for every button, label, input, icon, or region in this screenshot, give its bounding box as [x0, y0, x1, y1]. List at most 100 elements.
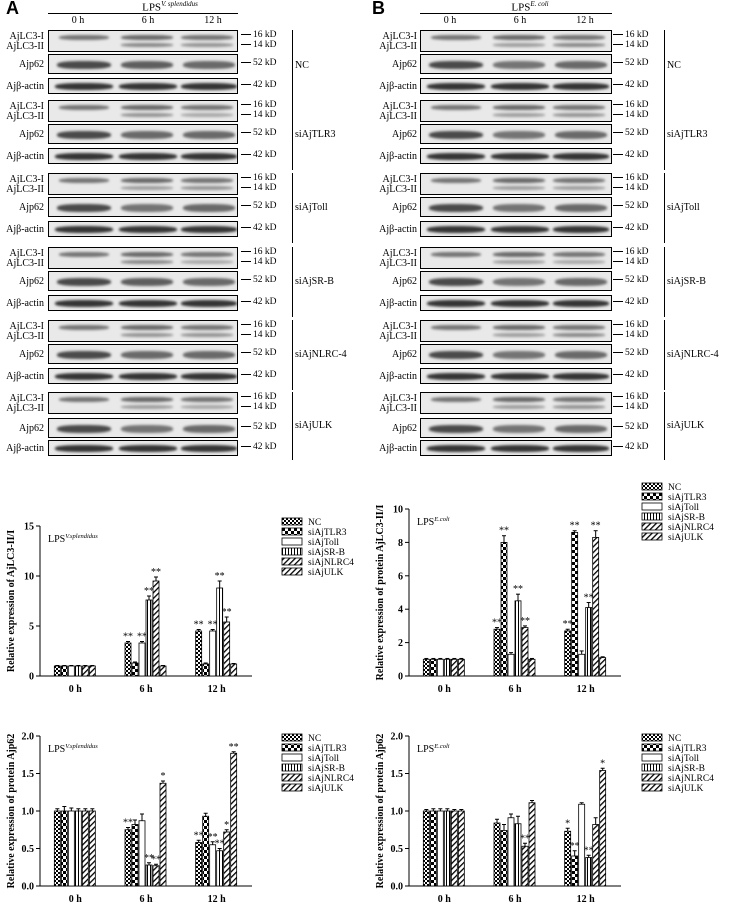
x-tick-label: 0 h: [69, 894, 83, 905]
protein-band: [121, 252, 173, 257]
legend-swatch: [281, 763, 303, 772]
protein-band: [181, 397, 233, 402]
kd-marker: 52 kD: [241, 128, 277, 138]
row-label-lc3i: AjLC3-I: [9, 174, 44, 185]
time-label: 0 h: [71, 15, 85, 26]
y-tick-label: 1.5: [22, 769, 35, 780]
group-bracket: [291, 30, 293, 102]
y-tick-label: 2: [398, 638, 403, 649]
blot-lc3: [48, 320, 238, 342]
row-label-actin: Ajβ-actin: [379, 151, 417, 162]
protein-band: [59, 105, 109, 110]
protein-band: [493, 186, 545, 190]
bar: [88, 665, 96, 677]
protein-band: [553, 300, 609, 307]
legend-swatch: [281, 557, 303, 566]
legend-swatch: [281, 567, 303, 576]
kd-marker: 42 kD: [613, 80, 649, 90]
bar: [202, 815, 210, 887]
x-tick-label: 12 h: [577, 894, 596, 905]
protein-band: [555, 351, 607, 359]
kd-marker: 52 kD: [613, 422, 649, 432]
protein-band: [121, 178, 173, 183]
bar: [152, 580, 160, 677]
protein-band: [121, 186, 173, 190]
blot-actin: [48, 295, 238, 311]
protein-band: [427, 445, 485, 452]
protein-band: [493, 43, 545, 47]
protein-band: [553, 325, 605, 330]
legend-swatch: [281, 753, 303, 762]
row-label-actin: Ajβ-actin: [379, 298, 417, 309]
kd-marker: 42 kD: [241, 80, 277, 90]
protein-band: [491, 226, 549, 233]
protein-band: [59, 35, 109, 40]
chart-lc3-vsplendidus: 0 5 10 15 LPSV.splendidus Relative expression…: [6, 517, 354, 695]
row-label-lc3i: AjLC3-I: [9, 248, 44, 259]
bar: [223, 621, 231, 677]
significance-label: **: [208, 620, 218, 631]
group-bracket: [291, 392, 293, 460]
protein-band: [429, 61, 483, 69]
group-bracket: [291, 173, 293, 243]
row-label-lc3i: AjLC3-I: [382, 248, 417, 259]
legend-swatch: [281, 773, 303, 782]
protein-band: [555, 204, 607, 212]
legend-label: siAjSR-B: [668, 513, 705, 523]
protein-band: [493, 252, 545, 257]
group-bracket: [663, 173, 665, 243]
protein-band: [491, 83, 549, 90]
blot-actin: [48, 368, 238, 384]
y-tick-label: 10: [393, 505, 403, 516]
significance-label: **: [151, 854, 161, 865]
significance-label: *: [161, 771, 166, 782]
significance-label: **: [208, 832, 218, 843]
bar: [521, 845, 529, 887]
bar: [493, 628, 501, 677]
legend-swatch: [641, 753, 663, 762]
group-bracket: [291, 247, 293, 317]
chart-title-superscript: E.coli: [433, 516, 450, 523]
row-label-lc3ii: AjLC3-II: [379, 331, 417, 342]
protein-band: [427, 373, 485, 380]
row-label-p62: Ajp62: [19, 59, 44, 70]
legend-label: siAjTLR3: [668, 493, 707, 503]
legend-label: siAjToll: [668, 503, 699, 513]
blot-lc3: [420, 247, 612, 269]
kd-marker: 42 kD: [241, 442, 277, 452]
protein-band: [555, 278, 607, 286]
lps-label: LPS: [511, 1, 531, 14]
significance-label: **: [520, 616, 530, 627]
blot-lc3: [420, 392, 612, 414]
protein-band: [55, 83, 113, 90]
legend-label: siAjSR-B: [308, 764, 345, 774]
bar: [514, 600, 522, 677]
legend-label: siAjNLRC4: [308, 558, 354, 568]
blot-lc3: [420, 320, 612, 342]
protein-band: [55, 226, 113, 233]
bar: [429, 658, 437, 677]
bar: [88, 810, 96, 887]
protein-band: [181, 35, 233, 40]
protein-band: [431, 252, 481, 257]
x-tick-label: 0 h: [438, 894, 452, 905]
bar: [74, 665, 82, 677]
bar: [592, 536, 600, 677]
protein-band: [553, 373, 609, 380]
chart-lc3-ecoli: 0 2 4 6 8 10 LPSE.coli Relative expression of p…: [375, 482, 714, 695]
row-label-p62: Ajp62: [392, 349, 417, 360]
row-label-lc3i: AjLC3-I: [9, 101, 44, 112]
protein-band: [431, 105, 481, 110]
row-label-lc3ii: AjLC3-II: [379, 258, 417, 269]
blot-p62: [420, 344, 612, 364]
protein-band: [553, 153, 609, 160]
protein-band: [553, 186, 605, 190]
group-label: siAjToll: [667, 202, 700, 213]
kd-marker: 52 kD: [241, 348, 277, 358]
y-tick-label: 2.0: [22, 732, 35, 743]
y-tick-label: 2.0: [391, 732, 404, 743]
kd-marker: 16 kD: [613, 30, 649, 40]
protein-band: [57, 61, 111, 69]
time-label: 12 h: [204, 15, 222, 26]
time-label: 0 h: [443, 15, 457, 26]
